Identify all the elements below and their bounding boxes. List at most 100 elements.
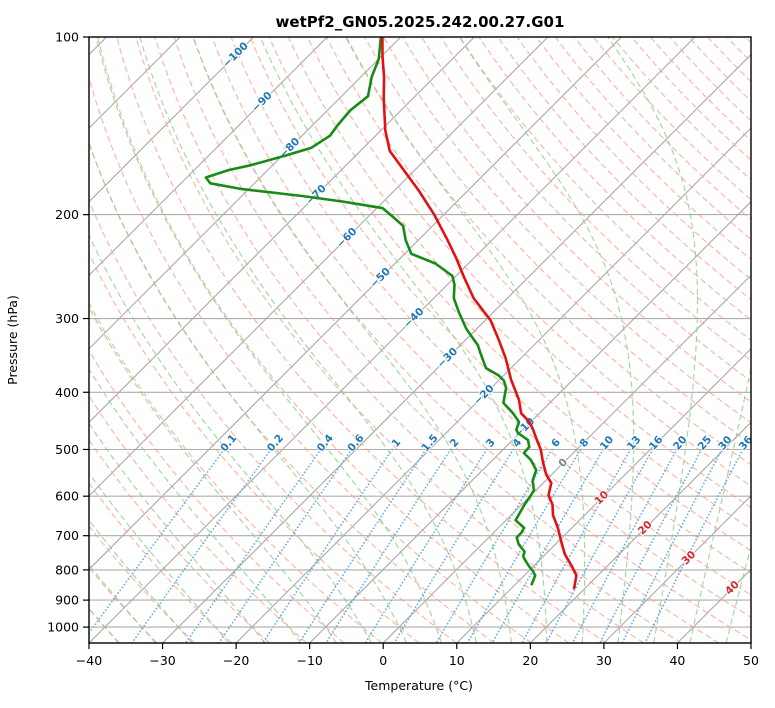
dry-adiabat (765, 37, 775, 643)
isotherm-line (382, 274, 751, 643)
x-tick-label: 0 (379, 653, 387, 668)
dry-adiabat (345, 37, 751, 466)
moist-adiabat (458, 37, 635, 643)
dry-adiabat (89, 349, 345, 643)
mixing-ratio-line (89, 448, 226, 635)
dry-adiabat (211, 37, 751, 619)
x-tick-label: −30 (149, 653, 175, 668)
dry-adiabat (497, 37, 751, 301)
x-tick-label: 40 (669, 653, 685, 668)
mixing-ratio-line (325, 448, 452, 643)
mixing-ratio-line (598, 448, 703, 643)
sounding-profiles (204, 37, 578, 590)
isotherm-line (235, 127, 751, 643)
mixing-ratio-label: 0.1 (218, 432, 239, 454)
x-tick-label: 30 (596, 653, 612, 668)
mixing-ratio-label: 0.2 (265, 432, 286, 454)
dry-adiabat (154, 37, 682, 643)
y-tick-label: 400 (55, 385, 79, 400)
x-axis-label: Temperature (°C) (364, 678, 473, 693)
dry-adiabat (89, 75, 532, 643)
mixing-ratio-line (393, 448, 515, 643)
isotherm-line (89, 37, 402, 350)
dry-adiabat (688, 37, 751, 102)
mixing-ratio-label: 8 (577, 437, 591, 450)
dewpoint-profile (204, 37, 538, 586)
dry-adiabat (707, 37, 751, 83)
x-tick-label: −40 (76, 653, 102, 668)
y-tick-label: 600 (55, 489, 79, 504)
y-tick-label: 100 (55, 30, 79, 45)
dry-adiabat (573, 37, 751, 221)
dry-adiabat (650, 37, 751, 142)
x-tick-label: 20 (522, 653, 538, 668)
plot-title: wetPf2_GN05.2025.242.00.27.G01 (276, 13, 565, 31)
mixing-ratio-line (261, 448, 394, 643)
isotherm-label: −100 (221, 40, 251, 70)
moist-adiabat (89, 233, 372, 643)
moist-adiabat (95, 37, 443, 643)
axis-tick-labels: −40 −30 −20 −10 0 10 20 30 40 5010020030040050060… (47, 30, 759, 669)
moist-adiabat (89, 368, 302, 643)
mixing-ratio-label: 0.4 (315, 432, 336, 454)
mixing-ratio-line (218, 448, 353, 643)
mixing-ratio-lines (89, 448, 744, 643)
moist-adiabat (689, 365, 751, 643)
dry-adiabat (402, 37, 751, 403)
moist-adiabat (89, 306, 337, 643)
dry-adiabat (592, 37, 751, 201)
dry-adiabat (326, 37, 751, 487)
dry-adiabat (89, 252, 420, 643)
dry-adiabat (631, 37, 751, 161)
mixing-ratio-line (491, 448, 605, 643)
mixing-ratio-label: 0.6 (345, 432, 366, 454)
isotherm-line (162, 53, 751, 643)
moist-adiabat (89, 564, 157, 643)
moist-adiabat (725, 544, 751, 643)
mixing-ratio-label: 1 (389, 437, 403, 450)
mixing-ratio-line (131, 448, 272, 643)
dry-adiabat (89, 199, 457, 643)
dry-adiabat (364, 37, 751, 445)
dry-adiabat (89, 394, 308, 643)
dry-adiabat (230, 37, 751, 596)
dry-adiabat-lines (89, 37, 775, 643)
dry-adiabat (421, 37, 751, 382)
isotherm-line (89, 37, 328, 277)
isotherm-line (89, 37, 181, 129)
temperature-profile (381, 37, 578, 590)
y-tick-label: 900 (55, 593, 79, 608)
dry-adiabat (440, 37, 751, 362)
x-tick-label: −20 (223, 653, 249, 668)
mixing-ratio-label: 2 (448, 437, 462, 450)
moist-adiabat-lines (89, 37, 775, 643)
mixing-ratio-line (571, 448, 678, 643)
dry-adiabat (249, 37, 751, 574)
y-tick-label: 700 (55, 528, 79, 543)
y-tick-label: 200 (55, 207, 79, 222)
y-tick-label: 800 (55, 562, 79, 577)
moist-adiabat (89, 141, 407, 643)
mixing-ratio-label: 1.5 (419, 432, 440, 454)
dry-adiabat (89, 439, 270, 643)
moist-adiabat (139, 37, 477, 643)
x-tick-label: 10 (449, 653, 465, 668)
y-tick-label: 500 (55, 442, 79, 457)
axis-ticks (83, 36, 752, 649)
mixing-ratio-line (521, 448, 632, 643)
mixing-ratio-line (298, 448, 427, 643)
isotherm-line (89, 37, 475, 424)
isotherm-line (89, 37, 696, 643)
moist-adiabat (763, 37, 775, 643)
x-tick-label: −10 (296, 653, 322, 668)
x-tick-label: 50 (743, 653, 759, 668)
isotherm-line (309, 200, 751, 643)
isotherm-line (89, 37, 622, 571)
isotherm-line (750, 642, 751, 643)
isotherm-line (456, 347, 751, 643)
dry-adiabat (135, 37, 645, 643)
moist-adiabat (192, 37, 513, 643)
dry-adiabat (554, 37, 751, 241)
